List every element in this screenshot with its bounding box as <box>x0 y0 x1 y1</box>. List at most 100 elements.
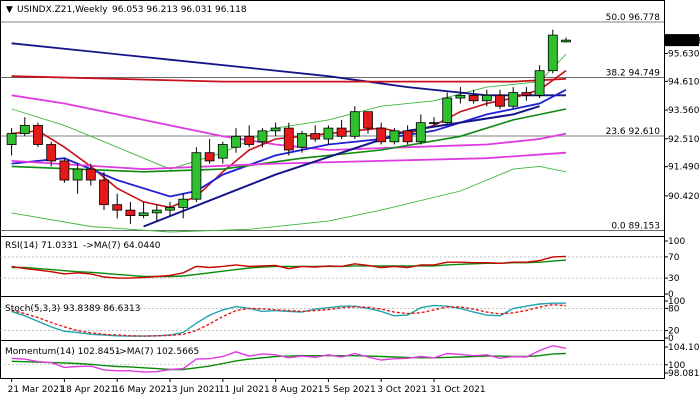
current-price-label: 96.118 <box>667 37 700 47</box>
candle-body <box>534 70 545 96</box>
candle-body <box>257 130 268 143</box>
x-tick-label: 3 Oct 2021 <box>377 385 427 395</box>
rsi-ma-line <box>11 259 567 278</box>
candle-body <box>336 127 347 137</box>
band_lower-line <box>11 165 567 233</box>
rsi-panel: 100 70 30 0 <box>0 237 685 300</box>
candle-body <box>429 122 439 125</box>
symbol-info: USINDX.Z21,Weekly <box>17 5 108 15</box>
candle-body <box>363 111 373 129</box>
fib-label: 50.0 96.778 <box>606 13 661 23</box>
candle-body <box>349 111 360 137</box>
fib-label: 0.0 89.153 <box>611 222 660 232</box>
candle-body <box>495 94 505 107</box>
fib-label: 38.2 94.749 <box>606 69 661 79</box>
stoch-signal-line <box>11 303 567 337</box>
candle-body <box>244 135 255 145</box>
candle-body <box>99 179 109 206</box>
candle-body <box>19 124 30 134</box>
candle-body <box>138 212 149 216</box>
candle-body <box>283 127 294 151</box>
axes: 95.630 94.610 93.560 92.510 91.490 90.420 96.1… <box>8 34 700 395</box>
panel-tick-label: 0 <box>668 334 674 344</box>
candle-body <box>481 94 492 102</box>
panel-tick-label: 20 <box>668 327 680 337</box>
band_upper-line <box>11 53 567 170</box>
candle-body <box>415 122 426 143</box>
candle-body <box>178 198 189 208</box>
momentum-ma-text: ->MA(7) 102.5665 <box>116 347 199 357</box>
candle-body <box>323 127 334 140</box>
ma_blue-line <box>11 89 567 198</box>
panel-tick-label: 100 <box>668 297 685 307</box>
candle-body <box>72 168 83 181</box>
ma_green-line <box>11 108 567 173</box>
candle-body <box>46 144 57 162</box>
price-tick-label: 95.630 <box>668 49 700 59</box>
candle-body <box>231 135 241 148</box>
candle-body <box>6 133 17 145</box>
x-tick-label: 13 Jun 2021 <box>166 385 220 395</box>
candle-body <box>112 204 123 211</box>
panel-tick-label: 100 <box>668 237 685 247</box>
ohlc-values: 96.053 96.213 96.031 96.118 <box>112 5 247 15</box>
panel-tick-label: 70 <box>668 253 680 263</box>
candle-body <box>521 92 532 96</box>
candle-body <box>33 124 43 145</box>
ma_magenta_slow-line <box>11 151 567 171</box>
x-tick-label: 11 Jul 2021 <box>219 385 270 395</box>
panel-tick-label: 80 <box>668 304 680 314</box>
candle-body <box>389 130 400 143</box>
price-panel: 50.0 96.778 38.2 94.749 23.6 92.610 0.0 89.… <box>0 13 664 233</box>
stoch-title: Stoch(5,3,3) 93.8389 86.6313 <box>5 304 140 314</box>
panel-tick-label: 98.0813 <box>668 369 700 379</box>
mom-main-line <box>11 344 567 373</box>
panel-tick-label: 104.1086 <box>668 343 700 353</box>
price-tick-label: 92.510 <box>668 135 700 145</box>
candle-body <box>204 152 215 162</box>
rsi-values-line <box>11 255 567 279</box>
panel-tick-label: 30 <box>668 274 680 284</box>
x-tick-label: 16 May 2021 <box>113 385 172 395</box>
candle-body <box>125 209 136 216</box>
current-price-box <box>665 34 699 47</box>
candle-body <box>442 97 453 124</box>
mom-ma-line <box>11 352 567 371</box>
fib-label: 23.6 92.610 <box>606 127 661 137</box>
candle-body <box>468 94 479 102</box>
price-tick-label: 91.490 <box>668 163 700 173</box>
candle-body <box>455 94 466 99</box>
candle-body <box>376 127 387 143</box>
ma_magenta-line <box>11 94 567 151</box>
x-tick-label: 18 Apr 2021 <box>60 385 116 395</box>
x-tick-label: 21 Mar 2021 <box>8 385 65 395</box>
candle-body <box>217 144 228 159</box>
candle-body <box>547 34 558 72</box>
header-icon: ▼ <box>6 5 13 15</box>
panel-tick-label: 0 <box>668 290 674 300</box>
x-tick-label: 8 Aug 2021 <box>272 385 324 395</box>
x-tick-label: 5 Sep 2021 <box>324 385 375 395</box>
ma_red-line <box>11 75 567 83</box>
candle-body <box>561 39 571 43</box>
ma_navy-line <box>11 42 566 97</box>
candle-body <box>310 133 321 140</box>
candle-body <box>85 168 96 181</box>
candle-body <box>59 160 70 181</box>
candle-body <box>508 92 519 107</box>
price-tick-label: 93.560 <box>668 106 700 116</box>
candle-body <box>297 133 307 148</box>
candle-body <box>165 206 175 211</box>
candle-body <box>402 130 413 143</box>
panel-tick-label: 100 <box>668 361 685 371</box>
rsi-title: RSI(14) 71.0331 <box>5 241 78 251</box>
rsi-ma-text: ->MA(7) 64.0440 <box>83 241 161 251</box>
price-tick-label: 90.420 <box>668 192 700 202</box>
candle-body <box>270 127 281 132</box>
x-tick-label: 31 Oct 2021 <box>430 385 486 395</box>
candle-body <box>151 209 162 214</box>
